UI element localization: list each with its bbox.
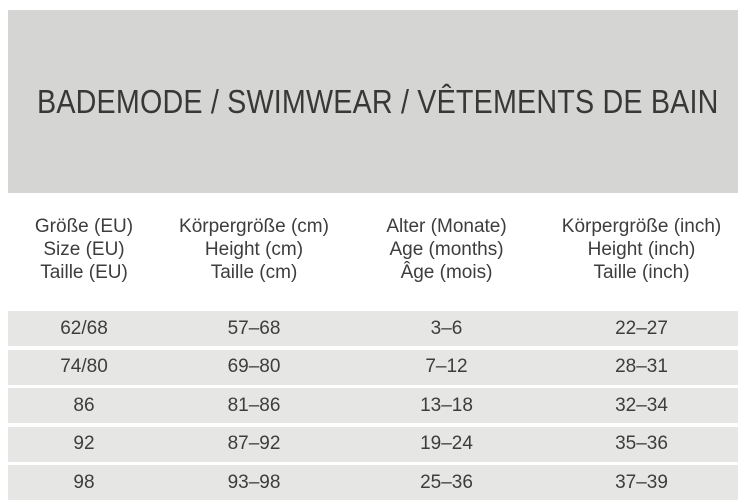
cell-age-months: 7–12 [425,356,468,378]
header-line: Taille (cm) [210,262,298,283]
cell-size-eu: 62/68 [60,317,108,339]
column-header-height-inch: Körpergröße (inch) Height (inch) Taille … [545,215,738,284]
column-header-height-cm: Körpergröße (cm) Height (cm) Taille (cm) [160,215,348,284]
size-table: Größe (EU) Size (EU) Taille (EU) Körperg… [8,215,738,504]
table-row: 98 93–98 25–36 37–39 [8,465,738,501]
cell-height-cm: 87–92 [227,433,281,455]
title-banner: BADEMODE / SWIMWEAR / VÊTEMENTS DE BAIN [8,10,738,193]
cell-height-inch: 32–34 [615,394,668,416]
cell-age-months: 25–36 [420,471,473,493]
cell-height-inch: 37–39 [615,471,668,493]
cell-size-eu: 86 [73,394,95,416]
cell-size-eu: 98 [73,471,95,493]
header-line: Height (inch) [587,239,696,260]
header-line: Age (months) [389,239,504,260]
header-line: Körpergröße (cm) [179,216,329,237]
table-row: 86 81–86 13–18 32–34 [8,388,738,424]
table-row: 92 87–92 19–24 35–36 [8,426,738,462]
column-header-age-months: Alter (Monate) Age (months) Âge (mois) [348,215,545,284]
table-row: 74/80 69–80 7–12 28–31 [8,349,738,385]
column-header-size-eu: Größe (EU) Size (EU) Taille (EU) [8,215,160,284]
cell-height-cm: 57–68 [227,317,281,339]
cell-age-months: 13–18 [420,394,473,416]
header-line: Alter (Monate) [386,216,507,237]
cell-height-inch: 28–31 [615,356,668,378]
cell-age-months: 19–24 [420,433,473,455]
page-title: BADEMODE / SWIMWEAR / VÊTEMENTS DE BAIN [37,82,719,120]
table-header-row: Größe (EU) Size (EU) Taille (EU) Körperg… [8,215,738,284]
header-line: Âge (mois) [400,262,493,283]
cell-height-inch: 22–27 [615,317,668,339]
header-line: Height (cm) [204,239,304,260]
cell-height-cm: 93–98 [227,471,281,493]
header-line: Größe (EU) [34,216,134,237]
cell-age-months: 3–6 [430,317,463,339]
header-line: Size (EU) [43,239,125,260]
header-line: Taille (EU) [40,262,128,283]
header-line: Körpergröße (inch) [561,216,722,237]
cell-size-eu: 92 [73,433,95,455]
table-row: 62/68 57–68 3–6 22–27 [8,311,738,346]
cell-size-eu: 74/80 [60,356,108,378]
cell-height-cm: 81–86 [227,394,281,416]
header-line: Taille (inch) [593,262,690,283]
cell-height-cm: 69–80 [227,356,281,378]
cell-height-inch: 35–36 [615,433,668,455]
